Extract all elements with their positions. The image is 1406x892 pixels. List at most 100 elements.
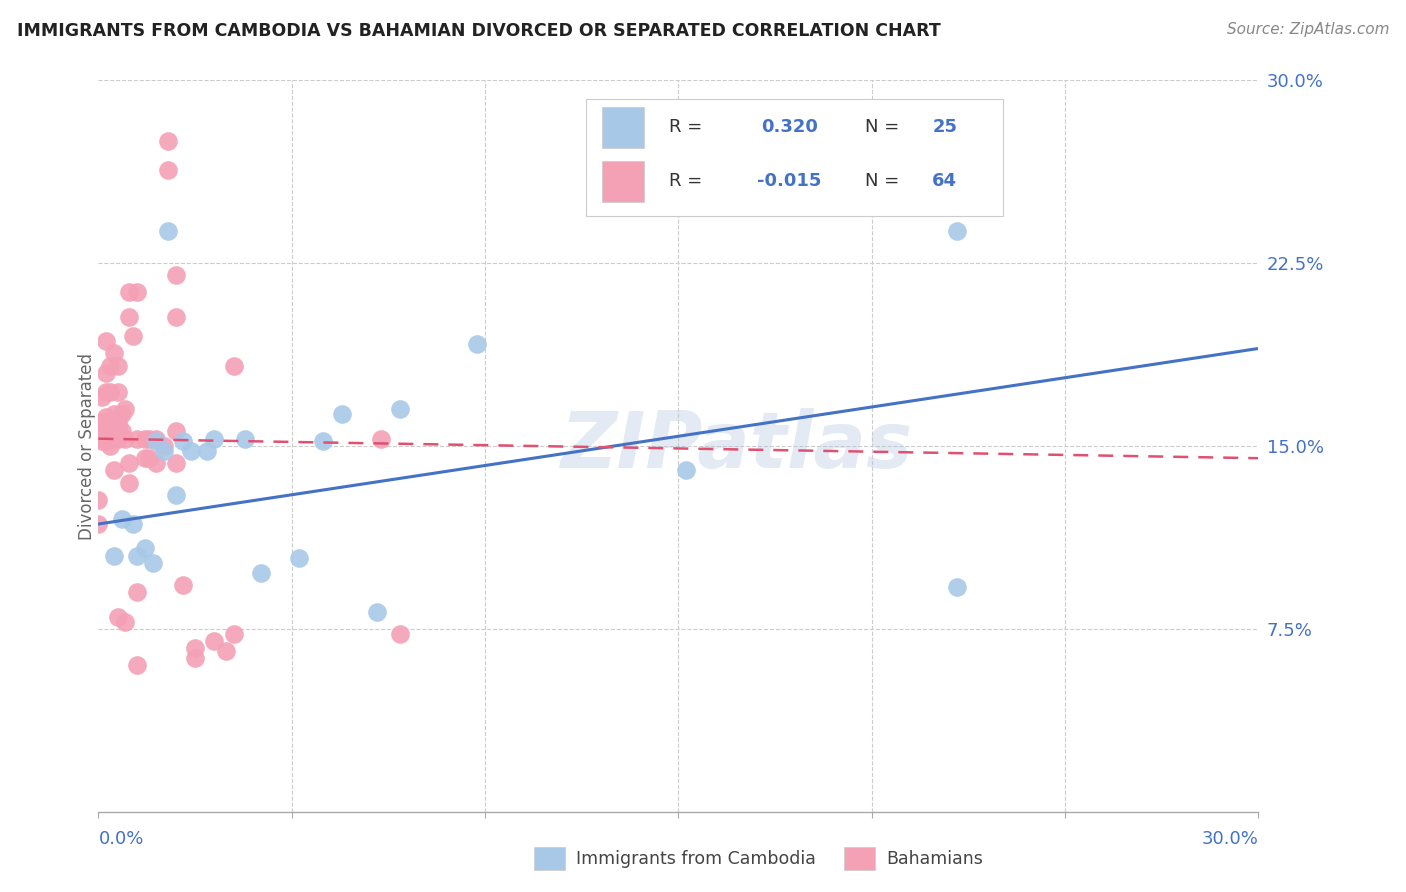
Text: 30.0%: 30.0% bbox=[1202, 830, 1258, 848]
Point bbox=[134, 541, 156, 556]
Point bbox=[675, 463, 697, 477]
Point bbox=[107, 385, 129, 400]
Point bbox=[91, 434, 114, 449]
Point bbox=[96, 419, 118, 434]
Point bbox=[127, 285, 149, 300]
Point bbox=[157, 224, 180, 238]
Point bbox=[172, 434, 194, 449]
Point bbox=[312, 434, 335, 449]
Point bbox=[180, 443, 202, 458]
Point bbox=[235, 432, 257, 446]
Point bbox=[118, 310, 141, 324]
Point bbox=[96, 366, 118, 380]
Point bbox=[107, 419, 129, 434]
Point bbox=[370, 432, 392, 446]
Point bbox=[153, 443, 176, 458]
Point bbox=[165, 310, 187, 324]
Point bbox=[87, 516, 110, 531]
Point bbox=[145, 434, 167, 449]
Point bbox=[118, 475, 141, 490]
Point bbox=[114, 402, 136, 417]
Text: Bahamians: Bahamians bbox=[886, 849, 983, 868]
Point bbox=[91, 426, 114, 441]
Point bbox=[204, 634, 226, 648]
Point bbox=[118, 285, 141, 300]
Point bbox=[107, 359, 129, 373]
Point bbox=[107, 609, 129, 624]
Point bbox=[127, 658, 149, 673]
Point bbox=[122, 516, 145, 531]
Point bbox=[172, 578, 194, 592]
Point bbox=[330, 407, 353, 421]
Point bbox=[145, 432, 167, 446]
Point bbox=[96, 385, 118, 400]
Point bbox=[111, 512, 132, 526]
Point bbox=[165, 425, 187, 439]
Point bbox=[96, 334, 118, 348]
Text: N =: N = bbox=[865, 119, 905, 136]
Point bbox=[138, 451, 160, 466]
Point bbox=[195, 443, 218, 458]
Point bbox=[288, 551, 311, 566]
Point bbox=[184, 641, 207, 656]
Point bbox=[388, 402, 412, 417]
Point bbox=[134, 432, 156, 446]
Point bbox=[107, 432, 129, 446]
Text: N =: N = bbox=[865, 172, 905, 190]
Point bbox=[87, 492, 110, 507]
Point bbox=[946, 581, 969, 595]
Point bbox=[222, 359, 245, 373]
Point bbox=[96, 409, 118, 424]
Point bbox=[118, 456, 141, 470]
Point bbox=[98, 439, 121, 453]
Text: ZIPatlas: ZIPatlas bbox=[560, 408, 912, 484]
Point bbox=[103, 407, 125, 421]
Point bbox=[111, 425, 132, 439]
Point bbox=[222, 626, 245, 640]
Text: 64: 64 bbox=[932, 172, 957, 190]
Text: R =: R = bbox=[669, 119, 714, 136]
Point bbox=[127, 432, 149, 446]
Text: 25: 25 bbox=[932, 119, 957, 136]
Point bbox=[157, 134, 180, 148]
Point bbox=[145, 456, 167, 470]
Point bbox=[114, 432, 136, 446]
Text: 0.0%: 0.0% bbox=[98, 830, 143, 848]
Point bbox=[111, 407, 132, 421]
Point bbox=[96, 434, 118, 449]
Point bbox=[215, 644, 238, 658]
Y-axis label: Divorced or Separated: Divorced or Separated bbox=[79, 352, 96, 540]
Text: -0.015: -0.015 bbox=[756, 172, 821, 190]
Point bbox=[103, 346, 125, 360]
Point bbox=[98, 432, 121, 446]
Point bbox=[98, 359, 121, 373]
Point bbox=[165, 456, 187, 470]
Point bbox=[165, 488, 187, 502]
Point bbox=[134, 451, 156, 466]
Point bbox=[114, 615, 136, 629]
Point bbox=[98, 415, 121, 429]
Point bbox=[91, 390, 114, 404]
Text: 0.320: 0.320 bbox=[761, 119, 818, 136]
Text: Source: ZipAtlas.com: Source: ZipAtlas.com bbox=[1226, 22, 1389, 37]
Point bbox=[107, 415, 129, 429]
Point bbox=[98, 425, 121, 439]
Point bbox=[103, 549, 125, 563]
Point bbox=[946, 224, 969, 238]
Point bbox=[122, 329, 145, 343]
Point bbox=[467, 336, 489, 351]
Point bbox=[127, 549, 149, 563]
Point bbox=[103, 463, 125, 477]
Point bbox=[138, 432, 160, 446]
Point bbox=[184, 651, 207, 665]
Point bbox=[103, 432, 125, 446]
Point bbox=[250, 566, 273, 580]
Point bbox=[127, 585, 149, 599]
Point bbox=[204, 432, 226, 446]
Text: Immigrants from Cambodia: Immigrants from Cambodia bbox=[576, 849, 817, 868]
Text: IMMIGRANTS FROM CAMBODIA VS BAHAMIAN DIVORCED OR SEPARATED CORRELATION CHART: IMMIGRANTS FROM CAMBODIA VS BAHAMIAN DIV… bbox=[17, 22, 941, 40]
Point bbox=[141, 556, 165, 570]
Text: R =: R = bbox=[669, 172, 709, 190]
Point bbox=[153, 439, 176, 453]
Point bbox=[165, 268, 187, 283]
